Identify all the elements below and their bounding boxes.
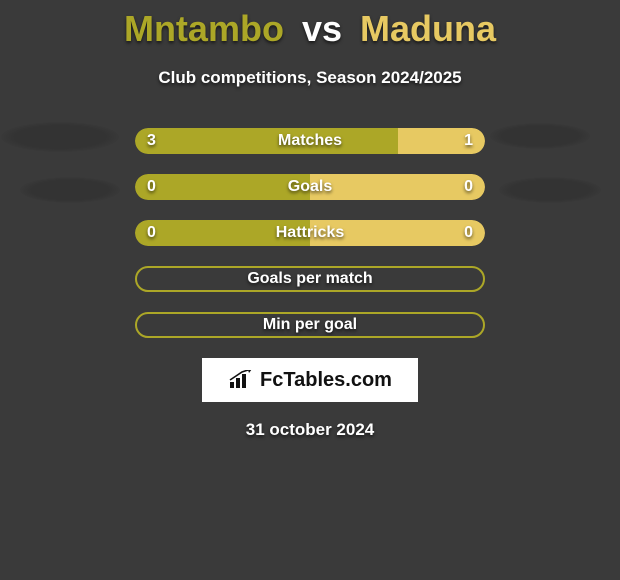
shadow-ellipse (1, 122, 119, 152)
stat-value-right: 0 (464, 174, 473, 200)
stat-label: Hattricks (135, 220, 485, 246)
logo-box: FcTables.com (202, 358, 418, 402)
stat-label: Goals (135, 174, 485, 200)
stat-value-right: 1 (464, 128, 473, 154)
bar-chart-icon (228, 370, 254, 390)
stat-value-left: 0 (147, 174, 156, 200)
stat-value-left: 3 (147, 128, 156, 154)
stat-row: Matches3 1 (135, 128, 485, 154)
stat-value-left: 0 (147, 220, 156, 246)
stat-row: Goals0 0 (135, 174, 485, 200)
title-player1: Mntambo (124, 8, 284, 49)
stat-label: Matches (135, 128, 485, 154)
subtitle: Club competitions, Season 2024/2025 (0, 68, 620, 88)
stat-label: Min per goal (137, 314, 483, 336)
stat-label: Goals per match (137, 268, 483, 290)
stat-row: Goals per match (135, 266, 485, 292)
shadow-ellipse (20, 177, 120, 203)
comparison-bars: Matches31Goals00Hattricks00Goals per mat… (135, 128, 485, 338)
title-vs: vs (302, 8, 342, 49)
stat-row: Min per goal (135, 312, 485, 338)
date-text: 31 october 2024 (0, 420, 620, 440)
shadow-ellipse (499, 177, 601, 203)
title-player2: Maduna (360, 8, 496, 49)
stat-row: Hattricks0 0 (135, 220, 485, 246)
comparison-title: Mntambo vs Maduna (0, 0, 620, 50)
stat-value-right: 0 (464, 220, 473, 246)
logo: FcTables.com (228, 369, 392, 392)
logo-text: FcTables.com (260, 369, 392, 392)
shadow-ellipse (490, 123, 590, 149)
